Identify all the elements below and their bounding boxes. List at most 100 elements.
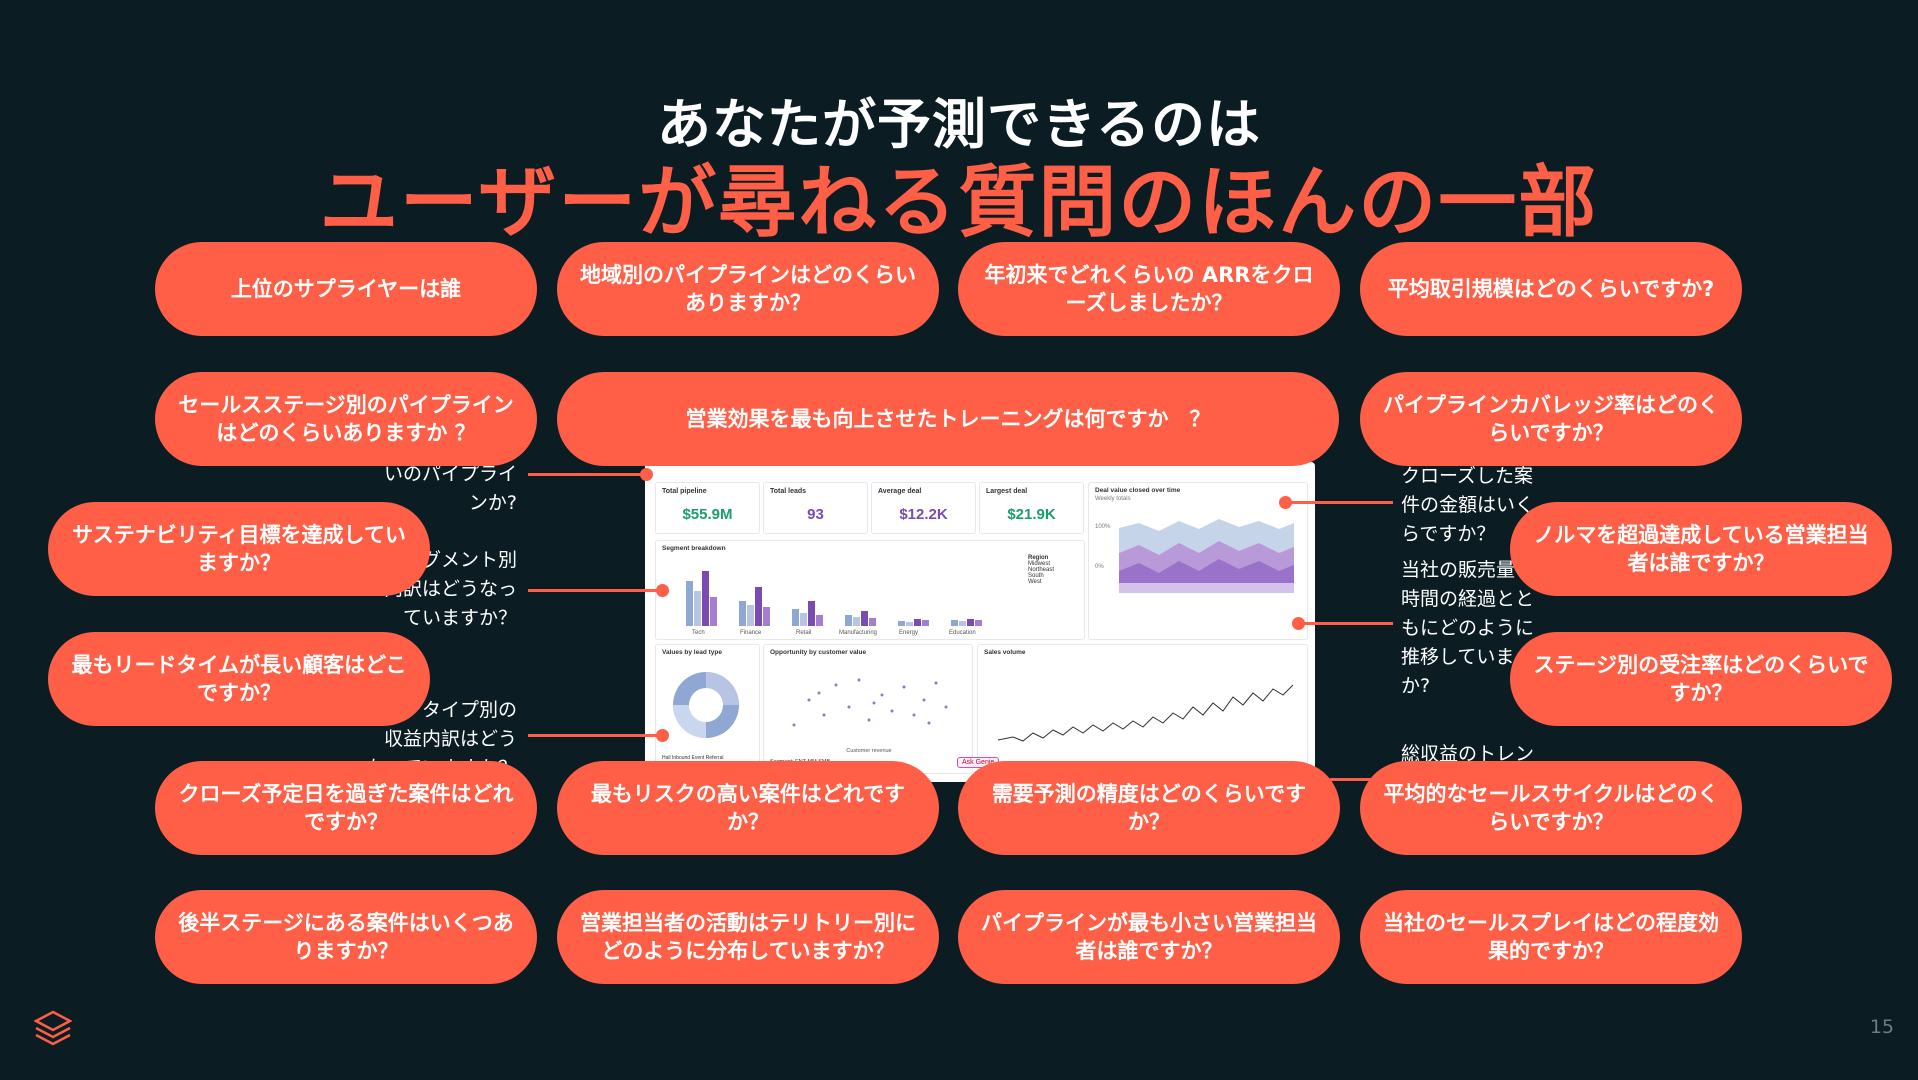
kpi-value: $21.9K <box>1007 506 1056 523</box>
connector-right-3 <box>1330 778 1393 781</box>
question-pill-pipeline-by-stage[interactable]: セールスステージ別のパイプラインはどのくらいありますか ？ <box>155 372 537 466</box>
scatter-panel: Opportunity by customer value Customer r… <box>763 644 973 774</box>
question-pill-forecast-accuracy[interactable]: 需要予測の精度はどのくらいですか？ <box>958 761 1340 855</box>
note-right-1-line: クローズした案 <box>1401 465 1534 487</box>
note-left-1-line: いのパイプライ <box>383 463 517 485</box>
kpi-largest-deal: Largest deal $21.9K <box>979 482 1084 534</box>
connector-dot <box>1292 617 1305 630</box>
note-right-2-line: 推移していま <box>1401 646 1515 668</box>
segment-chart-title: Segment breakdown <box>662 545 726 552</box>
question-pill-best-training[interactable]: 営業効果を最も向上させたトレーニングは何ですか ？ <box>557 372 1339 466</box>
note-right-2: 当社の販売量 時間の経過とと もにどのように 推移していま か? <box>1401 556 1551 701</box>
note-right-2-line: か? <box>1401 675 1431 697</box>
question-pill-pipeline-by-region[interactable]: 地域別のパイプラインはどのくらいありますか？ <box>557 242 939 336</box>
scatter-xlabel: Customer revenue <box>846 748 892 754</box>
region-legend-item: Northeast <box>1028 567 1055 573</box>
segment-tick: Finance <box>740 630 762 636</box>
question-pill-smallest-pipeline-rep[interactable]: パイプラインが最も小さい営業担当者は誰ですか？ <box>958 890 1340 984</box>
note-right-3-line: 総収益のトレン <box>1401 743 1535 765</box>
kpi-label: Total pipeline <box>662 488 707 495</box>
connector-left-2 <box>528 589 660 592</box>
segment-tick: Tech <box>692 630 705 636</box>
question-pill-top-supplier[interactable]: 上位のサプライヤーは誰 <box>155 242 537 336</box>
question-pill-over-quota[interactable]: ノルマを超過達成している営業担当者は誰ですか？ <box>1510 502 1892 596</box>
note-right-1-line: 件の金額はいく <box>1401 494 1535 516</box>
scatter-title: Opportunity by customer value <box>770 649 867 656</box>
sales-volume-line <box>997 684 1294 742</box>
question-pill-avg-deal-size[interactable]: 平均取引規模はどのくらいですか? <box>1360 242 1742 336</box>
segment-chart-panel: Segment breakdown Region Midwest Northea… <box>655 540 1085 640</box>
segment-tick: Education <box>949 630 976 636</box>
lead-legend-item: Inbound <box>672 755 691 761</box>
region-legend-item: Midwest <box>1028 561 1051 567</box>
area-chart-subtitle: Weekly totals <box>1095 496 1131 502</box>
kpi-total-pipeline: Total pipeline $55.9M <box>655 482 760 534</box>
note-right-2-line: 時間の経過とと <box>1401 588 1535 610</box>
segment-tick: Retail <box>796 630 812 636</box>
region-legend-item: South <box>1028 573 1044 579</box>
note-right-3: 総収益のトレン <box>1401 740 1551 769</box>
databricks-logo-icon <box>34 1010 72 1046</box>
connector-left-3 <box>528 734 660 737</box>
connector-dot <box>656 729 669 742</box>
question-pill-longest-lead-time[interactable]: 最もリードタイムが長い顧客はどこですか？ <box>48 632 430 726</box>
note-right-2-line: もにどのように <box>1401 617 1535 639</box>
note-right-1-line: らですか？ <box>1401 523 1496 545</box>
area-chart-panel: Deal value closed over time Weekly total… <box>1088 482 1308 640</box>
question-pill-sustainability[interactable]: サステナビリティ目標を達成していますか？ <box>48 502 430 596</box>
kpi-label: Average deal <box>878 488 922 495</box>
note-left-3-line: タイプ別の <box>421 699 517 721</box>
kpi-value: 93 <box>807 506 824 523</box>
connector-right-2 <box>1298 622 1393 625</box>
svg-text:100%: 100% <box>1095 524 1111 530</box>
question-pill-win-rate-by-stage[interactable]: ステージ別の受注率はどのくらいですか？ <box>1510 632 1892 726</box>
question-pill-pipeline-coverage[interactable]: パイプラインカバレッジ率はどのくらいですか？ <box>1360 372 1742 466</box>
title-line-2: ユーザーが尋ねる質問のほんの一部 <box>319 158 1599 248</box>
region-legend-title: Region <box>1028 555 1049 561</box>
sales-volume-title: Sales volume <box>984 649 1026 656</box>
svg-text:0%: 0% <box>1095 564 1104 570</box>
question-pill-riskiest-deals[interactable]: 最もリスクの高い案件はどれですか？ <box>557 761 939 855</box>
note-left-2-line: ていますか？ <box>402 607 517 629</box>
lead-legend-item: Referral <box>705 755 724 761</box>
question-pill-rep-activity[interactable]: 営業担当者の活動はテリトリー別にどのように分布していますか？ <box>557 890 939 984</box>
lead-legend-item: Hall <box>662 755 671 761</box>
connector-dot <box>640 468 653 481</box>
note-left-3-line: 収益内訳はどう <box>383 728 517 750</box>
question-pill-ytd-arr[interactable]: 年初来でどれくらいの ARRをクローズしましたか？ <box>958 242 1340 336</box>
title-line-1: あなたが予測できるのは <box>657 93 1261 156</box>
question-pill-past-close-date[interactable]: クローズ予定日を過ぎた案件はどれですか？ <box>155 761 537 855</box>
question-pill-sales-play-effectiveness[interactable]: 当社のセールスプレイはどの程度効果的ですか？ <box>1360 890 1742 984</box>
page-number: 15 <box>1869 1016 1894 1038</box>
note-left-1-line: ンか? <box>468 492 517 514</box>
lead-legend-item: Event <box>691 755 705 761</box>
donut-chart <box>673 672 739 738</box>
area-chart-title: Deal value closed over time <box>1095 487 1181 494</box>
kpi-value: $55.9M <box>682 506 733 523</box>
segment-tick: Manufacturing <box>839 630 878 636</box>
question-pill-late-stage-count[interactable]: 後半ステージにある案件はいくつありますか？ <box>155 890 537 984</box>
lead-type-panel: Values by lead type Hall Inbound Event R… <box>655 644 760 774</box>
region-legend: Region Midwest Northeast South West <box>1028 555 1054 585</box>
note-left-2-line: グメント別 <box>421 549 517 571</box>
connector-dot <box>1279 496 1292 509</box>
lead-type-legend: Hall Inbound Event Referral <box>662 755 723 761</box>
connector-dot <box>656 584 669 597</box>
connector-right-1 <box>1285 501 1393 504</box>
area-chart: 100% 0% <box>1095 519 1294 593</box>
region-legend-item: West <box>1028 579 1042 585</box>
scatter-chart <box>792 678 948 727</box>
question-pill-avg-sales-cycle[interactable]: 平均的なセールスサイクルはどのくらいですか？ <box>1360 761 1742 855</box>
connector-left-1 <box>528 473 645 476</box>
note-right-1: クローズした案 件の金額はいく らですか？ <box>1401 462 1551 549</box>
sales-volume-panel: Sales volume <box>977 644 1308 774</box>
kpi-value: $12.2K <box>899 506 948 523</box>
lead-type-title: Values by lead type <box>662 649 722 656</box>
kpi-label: Total leads <box>770 488 807 495</box>
kpi-average-deal: Average deal $12.2K <box>871 482 976 534</box>
dashboard-preview: Total pipeline $55.9M Total leads 93 Ave… <box>645 462 1315 782</box>
segment-tick: Energy <box>899 630 919 636</box>
note-left-1: いのパイプライ ンか? <box>330 460 517 518</box>
kpi-total-leads: Total leads 93 <box>763 482 868 534</box>
kpi-label: Largest deal <box>986 488 1028 495</box>
